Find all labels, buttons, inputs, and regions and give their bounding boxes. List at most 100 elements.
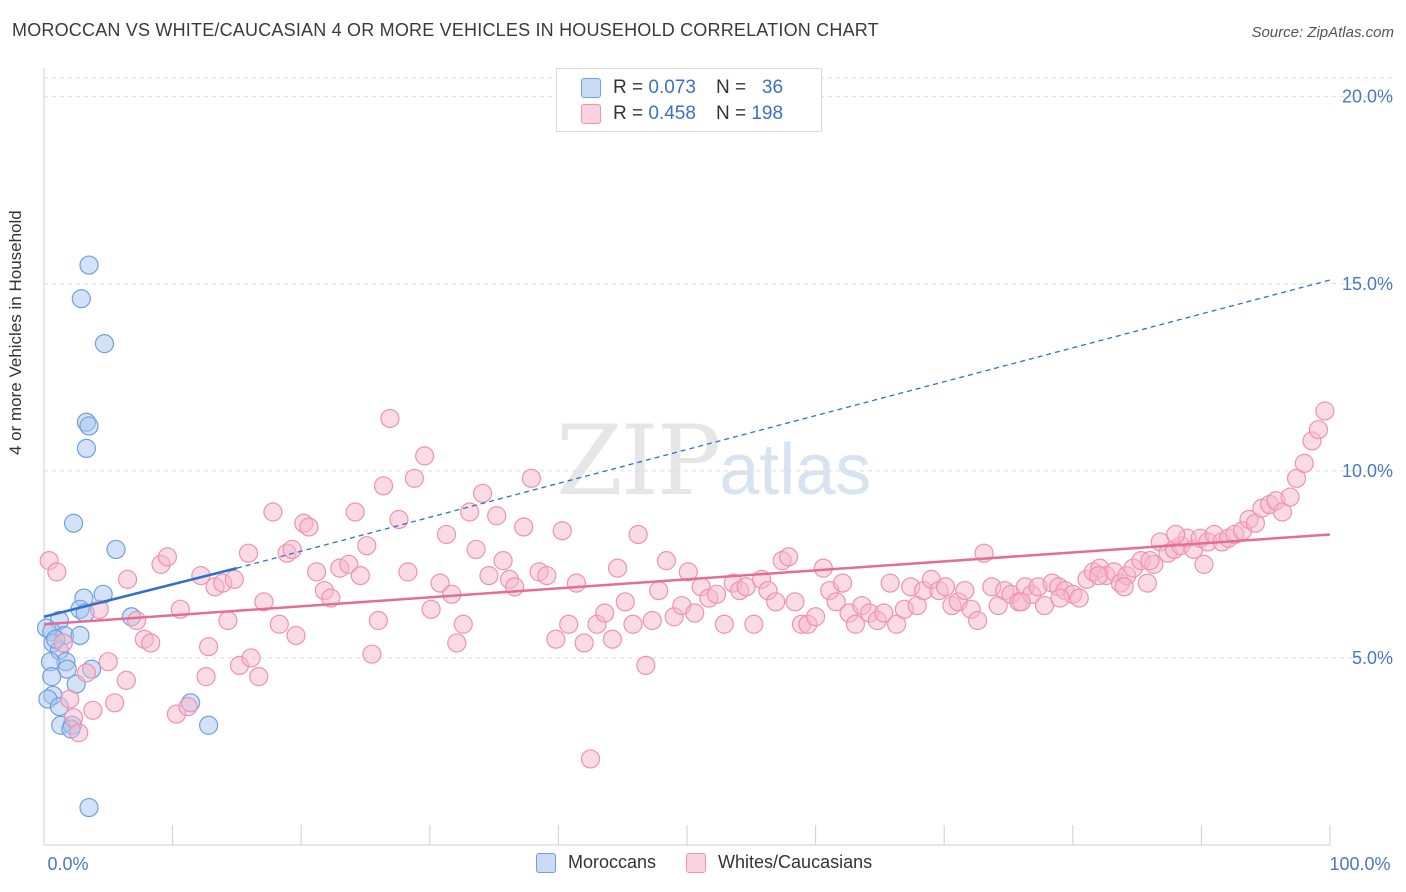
white-point xyxy=(389,509,409,530)
white-point xyxy=(1272,502,1293,522)
white-point xyxy=(552,521,572,541)
white-point xyxy=(566,573,587,593)
chart-title: MOROCCAN VS WHITE/CAUCASIAN 4 OR MORE VE… xyxy=(12,20,879,40)
white-point xyxy=(339,554,359,574)
moroccan-point xyxy=(94,334,115,354)
white-point xyxy=(1034,595,1055,616)
white-point xyxy=(362,644,382,664)
white-point xyxy=(199,637,219,657)
legend-item-moroccans[interactable]: Moroccans xyxy=(536,852,656,873)
legend-label: Moroccans xyxy=(568,852,657,872)
white-point xyxy=(636,655,656,676)
white-point xyxy=(736,577,756,597)
y-tick-label: 20.0% xyxy=(1342,87,1393,107)
watermark-atlas: atlas xyxy=(719,430,872,510)
white-point xyxy=(282,539,302,560)
white-point xyxy=(126,610,147,631)
white-point xyxy=(744,614,764,634)
n-value: 198 xyxy=(751,103,784,124)
white-point xyxy=(580,749,601,769)
white-point xyxy=(595,603,615,623)
white-point xyxy=(241,648,261,668)
white-point xyxy=(615,592,635,612)
moroccan-point xyxy=(106,539,126,560)
white-point xyxy=(537,566,557,586)
white-point xyxy=(1315,401,1335,421)
source-label: Source: ZipAtlas.com xyxy=(1251,24,1394,41)
white-point xyxy=(415,446,435,466)
white-point xyxy=(76,663,97,683)
white-point xyxy=(398,562,418,582)
moroccan-point xyxy=(70,625,90,646)
y-tick-label: 5.0% xyxy=(1352,648,1393,668)
white-point xyxy=(656,551,677,571)
white-point xyxy=(479,566,499,586)
white-point xyxy=(1194,554,1214,574)
white-point xyxy=(345,502,365,522)
n-label: N = xyxy=(715,103,747,124)
x-tick-label: 0.0% xyxy=(47,854,88,874)
moroccans-legend-swatch xyxy=(536,852,556,873)
white-point xyxy=(98,652,118,672)
white-point xyxy=(373,476,394,496)
white-point xyxy=(1137,573,1157,593)
white-point xyxy=(1069,588,1089,608)
moroccan-point xyxy=(76,438,97,459)
white-point xyxy=(628,524,648,545)
white-point xyxy=(649,580,669,601)
white-point xyxy=(249,667,269,687)
moroccans-swatch xyxy=(581,78,601,98)
white-point xyxy=(521,468,541,488)
white-point xyxy=(105,693,125,713)
white-point xyxy=(505,577,525,597)
white-point xyxy=(714,614,734,634)
stats-legend: R = 0.073 N = 36 R = 0.458 N = 198 xyxy=(556,68,822,132)
white-point xyxy=(1050,588,1070,608)
white-point xyxy=(357,536,377,556)
white-point xyxy=(826,592,846,612)
moroccan-point xyxy=(42,667,62,687)
white-point xyxy=(874,603,894,623)
white-point xyxy=(196,667,216,687)
white-point xyxy=(493,551,513,571)
n-value: 36 xyxy=(761,77,784,98)
white-point xyxy=(238,543,259,563)
white-point xyxy=(805,607,826,627)
white-point xyxy=(430,573,450,593)
whites-swatch xyxy=(581,104,601,124)
white-point xyxy=(766,592,786,612)
moroccan-point xyxy=(57,659,77,679)
white-point xyxy=(421,599,441,619)
white-point xyxy=(269,614,289,634)
white-point xyxy=(1011,592,1031,612)
stats-row-moroccans: R = 0.073 N = 36 xyxy=(581,76,783,100)
white-point xyxy=(785,592,805,612)
white-point xyxy=(706,584,727,604)
y-tick-label: 15.0% xyxy=(1342,274,1393,294)
r-value: 0.458 xyxy=(648,103,696,124)
white-point xyxy=(436,524,457,545)
moroccan-point xyxy=(199,715,219,735)
moroccan-point xyxy=(79,255,99,275)
legend-item-whites[interactable]: Whites/Caucasians xyxy=(686,852,872,873)
white-point xyxy=(642,610,662,631)
white-point xyxy=(1280,487,1300,507)
white-point xyxy=(955,580,975,601)
white-point xyxy=(299,517,319,537)
r-label: R = xyxy=(613,77,644,98)
whites-legend-swatch xyxy=(686,852,707,873)
white-point xyxy=(1166,524,1186,545)
white-point xyxy=(607,558,628,578)
white-point xyxy=(263,502,283,522)
white-point xyxy=(887,614,907,634)
white-point xyxy=(321,588,341,608)
white-point xyxy=(778,547,799,567)
white-point xyxy=(447,633,467,653)
white-point xyxy=(1294,453,1314,473)
white-point xyxy=(466,539,486,560)
white-point xyxy=(559,614,579,634)
white-point xyxy=(623,614,643,634)
series-legend: Moroccans Whites/Caucasians xyxy=(536,852,902,873)
watermark: ZIPatlas xyxy=(556,405,871,517)
